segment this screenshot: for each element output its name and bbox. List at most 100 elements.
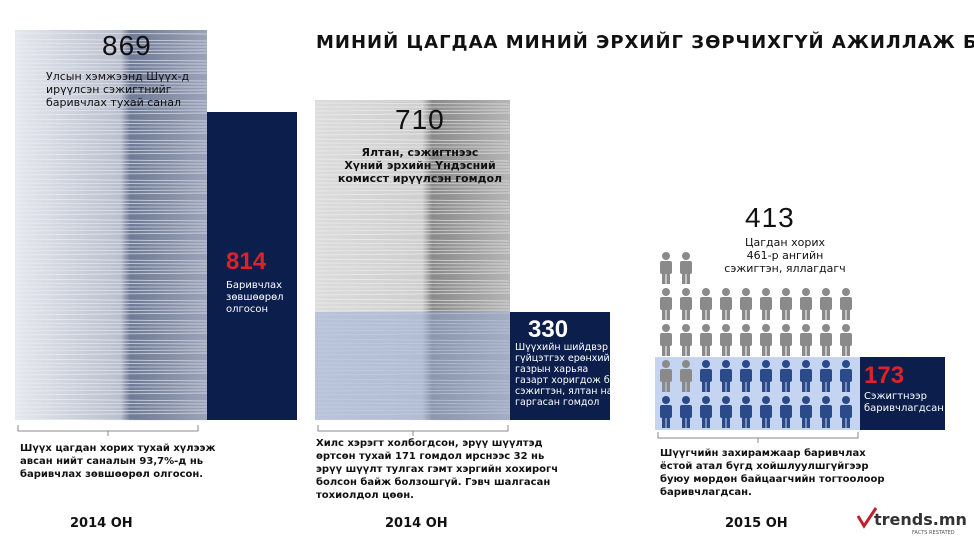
text-line: Сэжигтнээр bbox=[864, 391, 927, 402]
paper-sheet bbox=[314, 298, 511, 302]
paper-sheet bbox=[314, 332, 511, 336]
paper-sheet bbox=[14, 218, 208, 222]
text-line: комисст ирүүлсэн гомдол bbox=[337, 172, 503, 185]
brace bbox=[657, 432, 859, 443]
paper-sheet bbox=[14, 212, 208, 216]
paper-sheet bbox=[14, 49, 208, 52]
person-icon bbox=[720, 324, 732, 356]
year: 2015 ОН bbox=[725, 516, 788, 531]
paper-sheet bbox=[14, 372, 208, 376]
paper-sheet bbox=[14, 72, 208, 76]
paper-sheet bbox=[314, 138, 511, 142]
paper-sheet bbox=[14, 112, 208, 116]
paper-sheet bbox=[314, 209, 511, 212]
paper-sheet bbox=[314, 398, 511, 402]
person-icon bbox=[780, 288, 792, 320]
paper-sheet bbox=[14, 329, 208, 332]
person-icon bbox=[700, 396, 712, 428]
paper-sheet bbox=[314, 112, 511, 116]
paper-sheet bbox=[14, 382, 208, 385]
paper-sheet bbox=[14, 169, 208, 172]
person-icon bbox=[800, 288, 812, 320]
paper-sheet bbox=[314, 269, 511, 272]
highlight-box bbox=[510, 312, 610, 420]
paper-sheet bbox=[14, 298, 208, 302]
text-line: сэжигтэн, яллагдагч bbox=[724, 262, 846, 275]
total: 869 bbox=[102, 30, 152, 61]
text-line: өртсөн тухай 171 гомдол ирснээс 32 нь bbox=[316, 451, 545, 462]
paper-sheet bbox=[314, 252, 511, 256]
person-icon bbox=[820, 396, 832, 428]
paper-sheet bbox=[14, 289, 208, 292]
paper-sheet bbox=[14, 249, 208, 252]
paper-sheet bbox=[14, 318, 208, 322]
brace bbox=[17, 425, 199, 436]
text-line: Цагдан хорих bbox=[745, 236, 825, 249]
paper-sheet bbox=[14, 272, 208, 276]
paper-sheet bbox=[14, 398, 208, 402]
person-icon bbox=[780, 396, 792, 428]
paper-sheet bbox=[14, 378, 208, 382]
text-line: баривчлагдсан. bbox=[660, 487, 752, 498]
paper-sheet bbox=[314, 198, 511, 202]
paper-sheet bbox=[14, 172, 208, 176]
caption: Шүүх цагдан хорих тухай хүлээж авсан нийт… bbox=[20, 442, 215, 481]
paper-sheet bbox=[14, 352, 208, 356]
text-line: сэжигтэн, ялтан нарын bbox=[515, 386, 633, 397]
total-label: Улсын хэмжээнд Шүүх-д ирүүлсэн сэжигтнийг… bbox=[46, 70, 189, 109]
paper-sheet bbox=[14, 312, 208, 316]
paper-sheet bbox=[314, 122, 511, 125]
text-line: Ялтан, сэжигтнээс bbox=[361, 146, 479, 159]
person-icon bbox=[840, 324, 852, 356]
text-line: баривчлах зөвшөөрөл олгосон. bbox=[20, 469, 204, 480]
paper-sheet bbox=[314, 242, 511, 245]
highlight-value: 814 bbox=[226, 248, 267, 275]
text-line: буюу мөрдөн байцаагчийн тогтоолоор bbox=[660, 474, 885, 485]
paper-sheet bbox=[314, 338, 511, 342]
highlight-overlay bbox=[315, 312, 510, 420]
paper-sheet bbox=[14, 389, 208, 392]
paper-sheet bbox=[14, 418, 208, 422]
paper-sheet bbox=[14, 262, 208, 265]
text-line: баривчлагдсан bbox=[864, 403, 944, 414]
paper-sheet bbox=[14, 89, 208, 92]
text-line: газрын харьяа bbox=[515, 364, 589, 375]
text-line: гаргасан гомдол bbox=[515, 397, 600, 408]
person-icon bbox=[760, 360, 772, 392]
paper-sheet bbox=[314, 162, 511, 165]
person-icon bbox=[660, 324, 672, 356]
paper-sheet bbox=[314, 372, 511, 376]
paper-sheet bbox=[314, 149, 511, 152]
text-line: болсон байж болзошгүй. Гэвч шалгасан bbox=[316, 477, 551, 488]
person-icon bbox=[680, 252, 692, 284]
brace bbox=[317, 425, 509, 436]
highlight-box bbox=[860, 357, 945, 430]
person-icon bbox=[840, 396, 852, 428]
paper-sheet bbox=[14, 189, 208, 192]
text-line: гүйцэтгэх ерөнхий bbox=[515, 353, 610, 364]
paper-sheet bbox=[314, 249, 511, 252]
total: 413 bbox=[745, 202, 795, 233]
paper-sheet bbox=[314, 362, 511, 365]
caption: Шүүгчийн захирамжаар баривчлах ёстой атал… bbox=[660, 447, 885, 499]
person-icon bbox=[760, 288, 772, 320]
paper-sheet bbox=[14, 152, 208, 156]
paper-sheet bbox=[14, 158, 208, 162]
person-icon bbox=[800, 360, 812, 392]
paper-sheet bbox=[14, 182, 208, 185]
person-icon bbox=[680, 360, 692, 392]
person-icon bbox=[680, 324, 692, 356]
person-icon bbox=[660, 288, 672, 320]
paper-sheet bbox=[314, 189, 511, 192]
person-icon bbox=[760, 324, 772, 356]
person-icon bbox=[740, 396, 752, 428]
paper-sheet bbox=[14, 302, 208, 305]
text-line: эрүү шүүлт тулгах гэмт хэргийн хохирогч bbox=[316, 464, 559, 475]
paper-sheet bbox=[314, 322, 511, 325]
paper-sheet bbox=[314, 158, 511, 162]
paper-sheet bbox=[14, 338, 208, 342]
person-icon bbox=[740, 324, 752, 356]
text-line: баривчлах тухай санал bbox=[46, 96, 181, 109]
paper-sheet bbox=[14, 229, 208, 232]
title: МИНИЙ ЦАГДАА МИНИЙ ЭРХИЙГ ЗӨРЧИХГҮЙ АЖИЛ… bbox=[316, 32, 974, 53]
